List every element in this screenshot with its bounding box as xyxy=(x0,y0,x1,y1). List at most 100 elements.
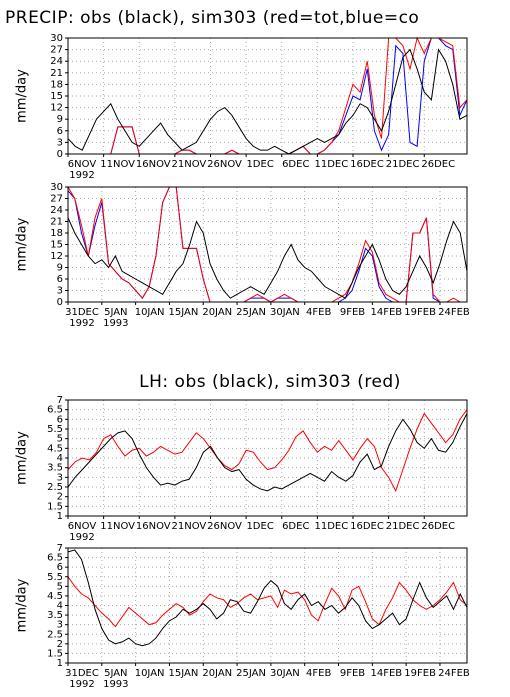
y-tick-label: 30 xyxy=(50,182,63,193)
x-tick-label: 21DEC xyxy=(386,159,420,170)
y-tick-label: 21 xyxy=(50,68,63,79)
data-line xyxy=(67,48,468,155)
data-line xyxy=(67,576,468,628)
y-tick-label: 2.5 xyxy=(47,629,63,640)
x-tick-label: 21NOV xyxy=(172,521,207,532)
y-tick-label: 12 xyxy=(50,251,63,262)
y-tick-label: 24 xyxy=(50,56,63,67)
chart-title: LH: obs (black), sim303 (red) xyxy=(139,372,401,392)
y-tick-label: 3 xyxy=(57,620,63,631)
y-tick-label: 4 xyxy=(57,453,63,464)
y-tick-label: 3.5 xyxy=(47,463,63,474)
year-label: 1993 xyxy=(103,318,128,329)
data-line xyxy=(67,413,468,492)
x-tick-label: 10JAN xyxy=(135,668,165,679)
data-line xyxy=(68,37,468,155)
plot-frame xyxy=(67,547,468,664)
y-tick-label: 5 xyxy=(57,434,63,445)
x-tick-label: 10JAN xyxy=(135,307,165,318)
y-tick-label: 5.5 xyxy=(47,572,63,583)
x-tick-label: 5JAN xyxy=(104,307,127,318)
x-tick-label: 25JAN xyxy=(236,307,266,318)
y-tick-label: 2.5 xyxy=(47,482,63,493)
x-tick-label: 16NOV xyxy=(136,521,171,532)
y-tick-label: 18 xyxy=(50,228,63,239)
y-tick-label: 4.5 xyxy=(47,443,63,454)
y-tick-label: 6 xyxy=(57,274,63,285)
y-tick-label: 3 xyxy=(57,137,63,148)
y-tick-label: 4.5 xyxy=(47,591,63,602)
year-label: 1992 xyxy=(69,532,94,543)
x-tick-label: 11DEC xyxy=(315,159,349,170)
plot-frame xyxy=(67,37,468,155)
x-tick-label: 26DEC xyxy=(421,159,455,170)
y-axis-label: mm/day xyxy=(15,69,30,123)
year-label: 1992 xyxy=(69,318,94,329)
y-tick-label: 27 xyxy=(50,45,63,56)
x-tick-label: 30JAN xyxy=(270,307,300,318)
y-tick-label: 12 xyxy=(50,103,63,114)
x-tick-label: 31DEC xyxy=(65,668,99,679)
y-tick-label: 15 xyxy=(50,240,63,251)
x-tick-label: 1DEC xyxy=(246,159,273,170)
x-tick-label: 31DEC xyxy=(65,307,99,318)
y-tick-label: 2 xyxy=(57,492,63,503)
x-tick-label: 24FEB xyxy=(438,668,470,679)
x-tick-label: 30JAN xyxy=(270,668,300,679)
x-tick-label: 16NOV xyxy=(136,159,171,170)
y-tick-label: 2 xyxy=(57,639,63,650)
year-label: 1992 xyxy=(69,170,94,181)
data-line xyxy=(67,217,468,299)
plot-frame xyxy=(67,399,468,517)
y-tick-label: 9 xyxy=(57,114,63,125)
y-tick-label: 1 xyxy=(57,658,63,669)
y-axis-label: mm/day xyxy=(15,217,30,271)
x-tick-label: 6NOV xyxy=(68,159,97,170)
y-tick-label: 7 xyxy=(57,395,63,406)
y-tick-label: 5.5 xyxy=(47,424,63,435)
x-tick-label: 9FEB xyxy=(340,668,365,679)
x-tick-label: 15JAN xyxy=(169,307,199,318)
data-line xyxy=(67,409,468,493)
x-tick-label: 6NOV xyxy=(68,521,97,532)
x-tick-label: 14FEB xyxy=(370,307,402,318)
x-tick-label: 19FEB xyxy=(404,668,436,679)
y-tick-label: 5 xyxy=(57,581,63,592)
y-tick-label: 1.5 xyxy=(47,648,63,659)
x-tick-label: 21NOV xyxy=(172,159,207,170)
data-line xyxy=(68,36,468,155)
x-tick-label: 26NOV xyxy=(207,521,242,532)
x-tick-label: 16DEC xyxy=(350,159,384,170)
x-tick-label: 9FEB xyxy=(340,307,365,318)
x-tick-label: 20JAN xyxy=(202,307,232,318)
y-tick-label: 15 xyxy=(50,91,63,102)
data-line xyxy=(67,549,468,647)
y-tick-label: 27 xyxy=(50,194,63,205)
x-tick-label: 25JAN xyxy=(236,668,266,679)
y-tick-label: 9 xyxy=(57,263,63,274)
x-tick-label: 11NOV xyxy=(100,521,135,532)
y-tick-label: 1.5 xyxy=(47,501,63,512)
y-tick-label: 6.5 xyxy=(47,553,63,564)
year-label: 1993 xyxy=(103,679,128,690)
y-tick-label: 6 xyxy=(57,126,63,137)
y-tick-label: 6.5 xyxy=(47,405,63,416)
plot-frame xyxy=(67,186,468,303)
y-tick-label: 0 xyxy=(57,297,63,308)
x-tick-label: 6DEC xyxy=(282,159,309,170)
y-tick-label: 21 xyxy=(50,217,63,228)
y-tick-label: 24 xyxy=(50,205,63,216)
x-tick-label: 11NOV xyxy=(100,159,135,170)
x-tick-label: 24FEB xyxy=(438,307,470,318)
y-tick-label: 3 xyxy=(57,286,63,297)
y-axis-label: mm/day xyxy=(15,431,30,485)
y-tick-label: 6 xyxy=(57,562,63,573)
y-tick-label: 7 xyxy=(57,543,63,554)
y-tick-label: 6 xyxy=(57,414,63,425)
x-tick-label: 26DEC xyxy=(421,521,455,532)
x-tick-label: 21DEC xyxy=(386,521,420,532)
y-tick-label: 0 xyxy=(57,149,63,160)
y-tick-label: 3.5 xyxy=(47,610,63,621)
chart-title: PRECIP: obs (black), sim303 (red=tot,blu… xyxy=(5,8,419,28)
